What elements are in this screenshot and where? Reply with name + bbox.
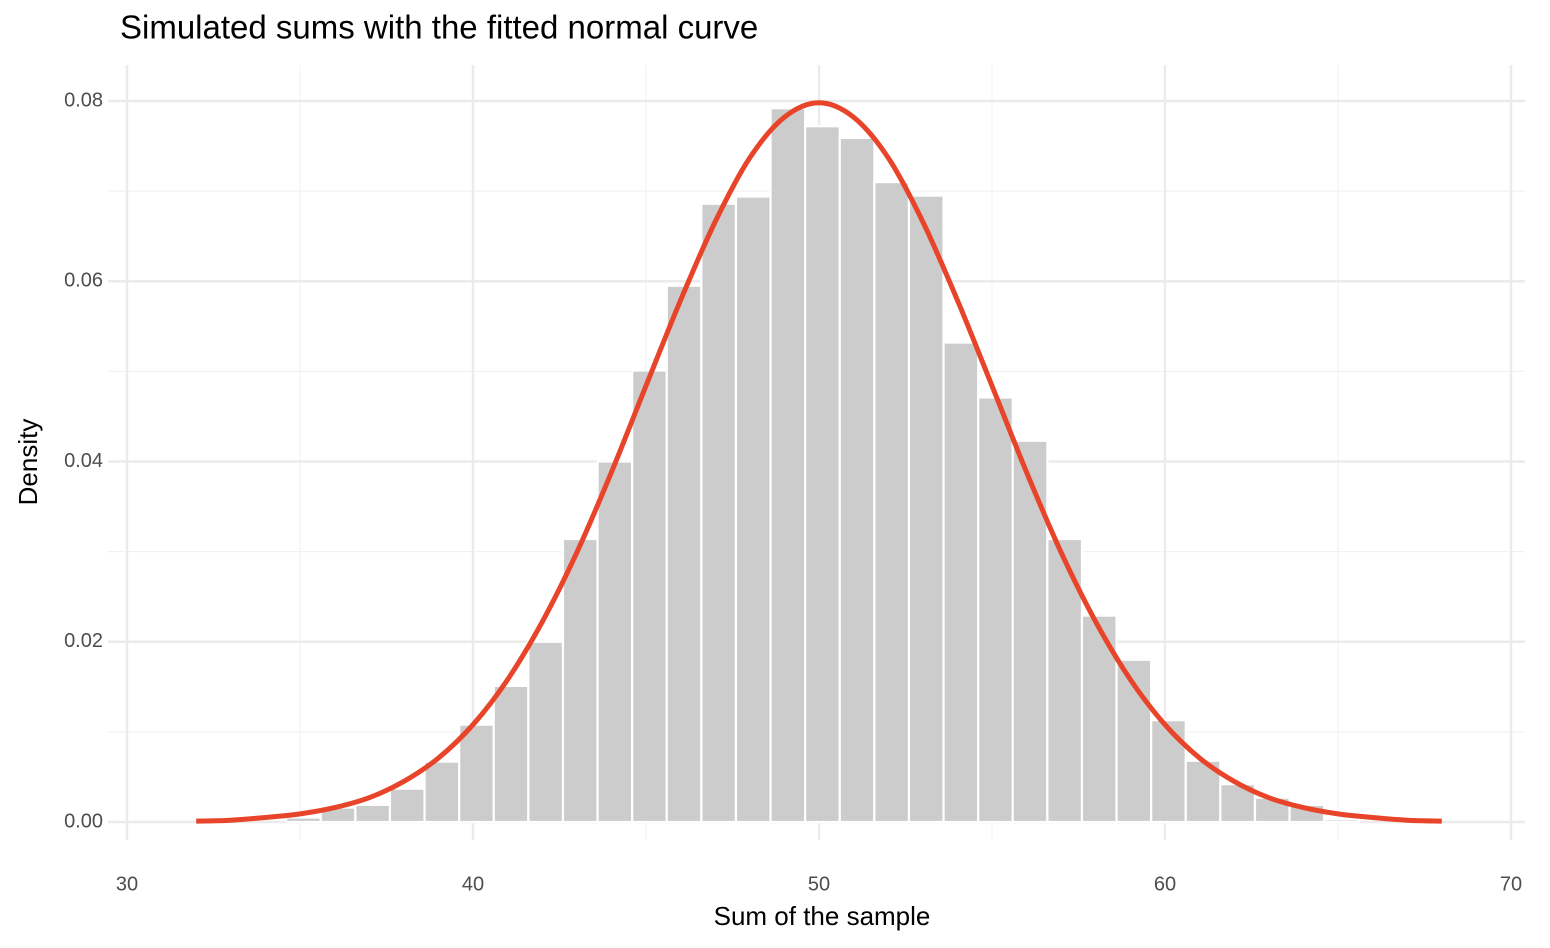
bar [1011,439,1049,824]
y-tick-label: 0.08 [64,89,103,111]
y-axis-title: Density [13,419,43,506]
bar [561,537,599,824]
y-tick-label: 0.06 [64,270,103,292]
chart-title: Simulated sums with the fitted normal cu… [120,9,758,46]
bar [596,460,634,824]
bar [527,640,565,824]
bar [458,723,495,824]
bar [804,125,841,824]
x-tick-label: 30 [116,873,138,895]
bar [977,396,1014,824]
bar [734,195,772,824]
x-tick-label: 40 [462,873,484,895]
bar [769,107,807,824]
x-tick-label: 70 [1500,873,1522,895]
fitted-curve [196,100,1442,824]
y-tick-label: 0.00 [64,810,103,832]
bar [907,194,945,824]
bar [354,803,392,824]
x-tick-label: 50 [808,873,830,895]
y-tick-label: 0.02 [64,630,103,652]
bar [492,684,530,824]
bar [423,760,461,824]
bar [1323,818,1360,824]
bar [388,787,426,824]
bar [942,341,980,824]
bar [700,202,738,824]
x-tick-label: 60 [1154,873,1176,895]
x-axis-title: Sum of the sample [714,901,931,931]
y-tick-label: 0.04 [64,450,103,472]
bar [1150,719,1187,824]
bar [631,369,668,824]
bar [285,816,322,824]
bar [665,284,703,824]
bar [873,181,911,824]
bar [838,136,876,824]
